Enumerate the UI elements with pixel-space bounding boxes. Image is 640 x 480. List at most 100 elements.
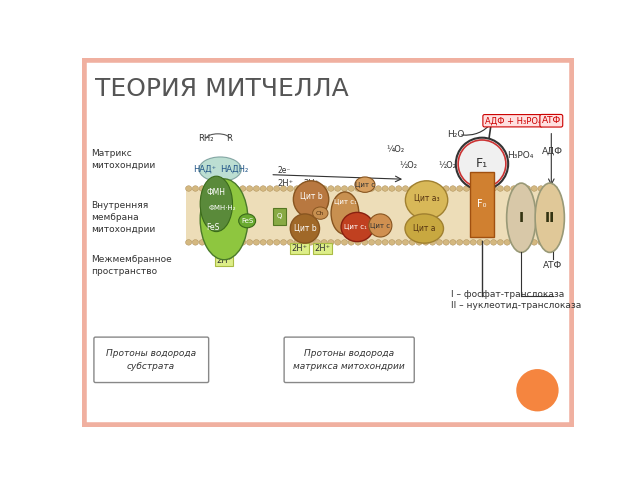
- Ellipse shape: [267, 186, 273, 191]
- Ellipse shape: [477, 240, 483, 245]
- Ellipse shape: [511, 240, 517, 245]
- Ellipse shape: [253, 186, 259, 191]
- Ellipse shape: [382, 186, 388, 191]
- Ellipse shape: [507, 183, 536, 252]
- Text: АДФ: АДФ: [542, 147, 563, 156]
- Text: 2H⁺: 2H⁺: [314, 244, 331, 253]
- Text: АТФ: АТФ: [543, 261, 563, 270]
- Ellipse shape: [443, 186, 449, 191]
- Ellipse shape: [341, 240, 348, 245]
- Ellipse shape: [293, 181, 329, 218]
- Text: Межмембранное
пространство: Межмембранное пространство: [91, 255, 172, 276]
- Ellipse shape: [538, 240, 544, 245]
- Ellipse shape: [233, 186, 239, 191]
- Ellipse shape: [422, 186, 429, 191]
- Text: ½O₂⁺: ½O₂⁺: [438, 161, 461, 170]
- Ellipse shape: [233, 240, 239, 245]
- Ellipse shape: [463, 240, 470, 245]
- Text: Цит b: Цит b: [294, 224, 316, 233]
- Ellipse shape: [516, 369, 559, 411]
- Ellipse shape: [287, 186, 293, 191]
- Ellipse shape: [246, 186, 253, 191]
- Text: 2H⁺: 2H⁺: [216, 256, 232, 264]
- Ellipse shape: [403, 240, 408, 245]
- Ellipse shape: [186, 240, 192, 245]
- Text: Н₃РО₄: Н₃РО₄: [508, 151, 534, 160]
- Ellipse shape: [552, 186, 557, 191]
- Ellipse shape: [291, 214, 319, 243]
- Ellipse shape: [226, 186, 232, 191]
- Ellipse shape: [199, 240, 205, 245]
- Text: ¼O₂: ¼O₂: [387, 145, 405, 155]
- Ellipse shape: [490, 186, 497, 191]
- Text: Цит c₁: Цит c₁: [344, 224, 366, 230]
- Ellipse shape: [341, 186, 348, 191]
- Text: Цит с: Цит с: [371, 222, 390, 228]
- Ellipse shape: [375, 240, 381, 245]
- Ellipse shape: [504, 186, 510, 191]
- Text: АДФ + Н₃РО₄: АДФ + Н₃РО₄: [484, 116, 541, 125]
- Text: F₀: F₀: [477, 199, 487, 209]
- Bar: [186, 189, 559, 242]
- Ellipse shape: [206, 240, 212, 245]
- Ellipse shape: [355, 186, 361, 191]
- Ellipse shape: [240, 240, 246, 245]
- Ellipse shape: [355, 240, 361, 245]
- Ellipse shape: [545, 186, 551, 191]
- Ellipse shape: [450, 240, 456, 245]
- Ellipse shape: [375, 186, 381, 191]
- Ellipse shape: [535, 183, 564, 252]
- Ellipse shape: [280, 186, 287, 191]
- Ellipse shape: [267, 240, 273, 245]
- Ellipse shape: [470, 186, 476, 191]
- Ellipse shape: [362, 186, 368, 191]
- Ellipse shape: [389, 240, 395, 245]
- Ellipse shape: [409, 240, 415, 245]
- Text: RH₂: RH₂: [198, 134, 214, 143]
- Ellipse shape: [220, 186, 225, 191]
- Ellipse shape: [484, 240, 490, 245]
- Text: ФМН·Н₂: ФМН·Н₂: [209, 205, 236, 211]
- Ellipse shape: [545, 240, 551, 245]
- Text: F₁: F₁: [476, 157, 488, 170]
- Text: Внутренняя
мембрана
митохондрии: Внутренняя мембрана митохондрии: [91, 202, 155, 234]
- Ellipse shape: [321, 240, 327, 245]
- Text: 2H⁺: 2H⁺: [291, 244, 308, 253]
- Ellipse shape: [220, 240, 225, 245]
- Ellipse shape: [186, 186, 192, 191]
- Ellipse shape: [321, 186, 327, 191]
- Ellipse shape: [341, 212, 373, 241]
- Ellipse shape: [422, 240, 429, 245]
- Ellipse shape: [552, 240, 557, 245]
- Bar: [273, 208, 287, 225]
- Ellipse shape: [253, 240, 259, 245]
- Ellipse shape: [403, 186, 408, 191]
- Text: Протоны водорода
матрикса митохондрии: Протоны водорода матрикса митохондрии: [293, 349, 404, 371]
- Text: 2H⁺: 2H⁺: [303, 179, 319, 188]
- Ellipse shape: [355, 177, 375, 192]
- Ellipse shape: [389, 186, 395, 191]
- Ellipse shape: [416, 186, 422, 191]
- Text: Цит b: Цит b: [300, 192, 323, 201]
- Ellipse shape: [470, 240, 476, 245]
- Text: Протоны водорода
субстрата: Протоны водорода субстрата: [106, 349, 196, 371]
- Text: Цит с: Цит с: [355, 181, 375, 188]
- Text: FeS: FeS: [206, 223, 219, 231]
- Ellipse shape: [301, 186, 307, 191]
- Text: H₂O: H₂O: [447, 130, 465, 139]
- Bar: [470, 171, 493, 237]
- Ellipse shape: [348, 240, 355, 245]
- Text: II: II: [545, 211, 555, 225]
- Ellipse shape: [456, 240, 463, 245]
- Ellipse shape: [314, 186, 321, 191]
- Ellipse shape: [331, 192, 359, 234]
- Ellipse shape: [524, 240, 531, 245]
- Ellipse shape: [226, 240, 232, 245]
- Ellipse shape: [450, 186, 456, 191]
- FancyBboxPatch shape: [94, 337, 209, 383]
- Text: Q: Q: [277, 213, 282, 219]
- Ellipse shape: [335, 240, 340, 245]
- FancyBboxPatch shape: [284, 337, 414, 383]
- Text: R: R: [227, 134, 232, 143]
- Ellipse shape: [199, 186, 205, 191]
